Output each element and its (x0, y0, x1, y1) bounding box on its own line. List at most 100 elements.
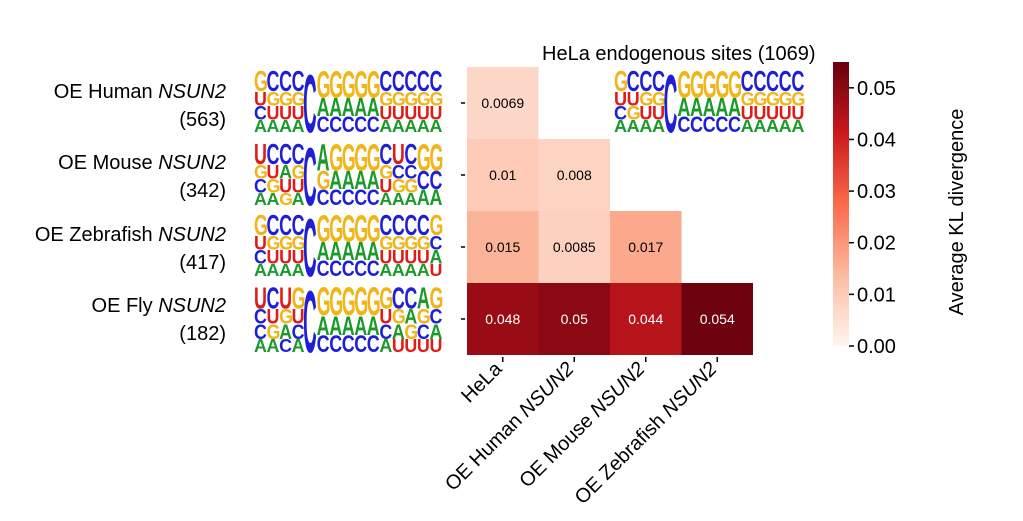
logo-letter: C (354, 257, 367, 281)
logo-letter: C (279, 336, 292, 356)
heatmap-cell (610, 283, 682, 355)
cell-value-label: 0.048 (485, 311, 520, 327)
logo-letter: G (317, 279, 331, 324)
logo-letter: G (342, 64, 356, 106)
logo-letter: G (367, 208, 381, 250)
logo-letter: C (664, 58, 678, 150)
heatmap-cells: 0.0069 0.01 0.008 0.015 0.0085 0.017 0.048 0.05… (467, 67, 753, 355)
logo-letter: U (627, 89, 640, 111)
row-label-3: OE Fly NSUN2 (92, 295, 226, 317)
logo-letter: A (367, 310, 380, 341)
logo-letter: C (303, 273, 317, 371)
logo-letter: A (614, 116, 627, 135)
logo-letter: A (379, 336, 392, 356)
logo-letter: A (728, 93, 741, 122)
logo-letter: G (292, 282, 306, 316)
logo-letter: A (627, 116, 640, 135)
logo-letter: U (379, 305, 392, 329)
heatmap-cell (467, 139, 539, 211)
cell-value-label: 0.017 (628, 239, 663, 255)
cell-value-label: 0.054 (700, 311, 735, 327)
logo-letter: G (429, 282, 443, 316)
heatmap-cell (538, 139, 610, 211)
logo-letter: G (728, 64, 742, 106)
heatmap-cell (467, 283, 539, 355)
logo-letter: C (703, 113, 716, 137)
logo-letter: C (791, 66, 804, 98)
logo-letter: G (342, 279, 356, 324)
logo-letter: A (267, 336, 280, 356)
logo-letter: A (779, 116, 792, 135)
logo-letter: C (677, 113, 690, 137)
logo-letter: G (429, 137, 443, 179)
logo-letter: G (379, 161, 393, 183)
logo-letter: C (317, 332, 330, 358)
logo-letter: U (279, 246, 292, 268)
logo-letter: C (303, 58, 317, 150)
logo-letter: C (254, 102, 267, 124)
logo-letter: G (627, 103, 641, 125)
logo-letter: G (367, 64, 381, 106)
logo-letter: A (429, 321, 442, 345)
logo-letter: U (279, 102, 292, 124)
logo-letter: A (292, 336, 305, 356)
logo-letter: C (429, 232, 442, 254)
logo-letter: U (652, 103, 665, 125)
logo-letter: G (292, 161, 306, 183)
row-label-1: OE Mouse NSUN2 (58, 152, 226, 174)
logo-letter: A (404, 189, 417, 209)
cell-value-label: 0.015 (485, 239, 520, 255)
heatmap-cell (467, 211, 539, 283)
logo-letter: C (639, 66, 652, 98)
logo-letter: C (267, 66, 280, 99)
colorbar-tick-label: 0.05 (857, 78, 896, 100)
logo-letter: A (367, 166, 380, 195)
logo-letter: A (317, 237, 330, 266)
logo-letter: G (639, 89, 653, 111)
logo-letter: U (429, 102, 442, 124)
col-label-2: OE Mouse NSUN2 (515, 358, 649, 492)
logo-letter: A (279, 116, 292, 136)
colorbar-tick-label: 0.02 (857, 233, 896, 255)
logo-letter: A (267, 116, 280, 136)
logo-letter: G (715, 64, 729, 106)
cell-value-label: 0.01 (489, 167, 516, 183)
logo-letter: C (379, 139, 392, 172)
logo-letter: U (267, 161, 280, 183)
logo-letter: G (741, 89, 755, 111)
logo-letter: C (417, 210, 430, 243)
logo-letter: C (267, 210, 280, 243)
colorbar-label: Average KL divergence (946, 109, 968, 316)
logo-letter: U (254, 88, 267, 110)
logo-letter: U (267, 102, 280, 124)
logo-letter: C (392, 282, 405, 316)
logo-letter: G (279, 88, 293, 110)
logo-letter: C (379, 210, 392, 243)
logo-letter: U (254, 139, 267, 172)
logo-letter: A (417, 260, 430, 280)
logo-letter: G (417, 137, 431, 179)
logo-letter: C (417, 66, 430, 99)
logo-letter: G (354, 208, 368, 250)
logo-letter: A (292, 189, 305, 209)
logo-letter: C (317, 257, 330, 281)
logo-letter: U (292, 305, 305, 329)
logo-letter: A (392, 321, 405, 345)
logo-letter: G (417, 305, 431, 329)
logo-letter: G (354, 137, 368, 179)
logo-letter: C (404, 66, 417, 99)
logo-letter: U (741, 103, 754, 125)
logo-letter: G (404, 175, 418, 197)
logo-letter: U (292, 102, 305, 124)
logo-letter: C (367, 257, 380, 281)
logo-letter: A (417, 186, 430, 210)
logo-letter: G (404, 232, 418, 254)
logo-letter: U (639, 103, 652, 125)
logo-letter: U (614, 89, 627, 111)
logo-letter: C (254, 246, 267, 268)
logo-letter: A (279, 161, 292, 183)
colorbar-tick-label: 0.04 (857, 129, 896, 151)
logo-letter: C (267, 282, 280, 316)
logo-letter: G (791, 89, 805, 111)
